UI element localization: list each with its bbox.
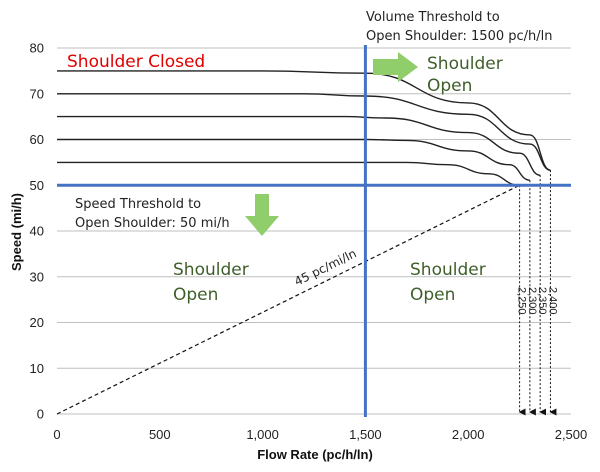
x-tick-label: 1,500: [349, 427, 382, 442]
y-tick-label: 80: [30, 41, 44, 56]
annotations: Volume Threshold to Open Shoulder: 1500 p…: [67, 10, 553, 305]
shoulder-open-left: Shoulder Open: [173, 260, 249, 305]
capacity-label: 2,250: [516, 287, 528, 315]
speed-flow-curve: [57, 93, 551, 171]
right-arrow-icon: [373, 52, 418, 82]
gridlines: [57, 47, 571, 415]
shoulder-open-bottom-right: Shoulder Open: [410, 260, 486, 305]
y-tick-label: 60: [30, 132, 44, 147]
y-tick-label: 30: [30, 269, 44, 284]
density-line: [56, 184, 520, 415]
x-tick-label: 1,000: [246, 427, 279, 442]
x-tick-label: 500: [149, 427, 171, 442]
down-arrow-icon: [245, 194, 279, 236]
shoulder-open-top-right: Shoulder Open: [427, 54, 503, 96]
speed-threshold-note: Speed Threshold to Open Shoulder: 50 mi/h: [75, 197, 230, 231]
density-line-label: 45 pc/mi/ln: [292, 246, 359, 288]
capacity-label: 2,350: [536, 287, 548, 315]
y-axis-title: Speed (mi/h): [9, 193, 24, 271]
x-tick-labels: 0 500 1,000 1,500 2,000 2,500: [53, 427, 587, 442]
y-tick-label: 50: [30, 178, 44, 193]
x-axis-title: Flow Rate (pc/h/ln): [257, 447, 373, 462]
speed-flow-curves: [56, 70, 551, 186]
y-tick-label: 10: [30, 361, 44, 376]
volume-threshold-note: Volume Threshold to Open Shoulder: 1500 p…: [366, 10, 553, 44]
x-tick-label: 2,500: [555, 427, 588, 442]
y-tick-label: 40: [30, 224, 44, 239]
x-tick-label: 2,000: [452, 427, 485, 442]
speed-flow-curve: [57, 138, 531, 181]
shoulder-arrows: [245, 52, 418, 236]
speed-flow-curve: [56, 161, 520, 186]
x-tick-label: 0: [53, 427, 60, 442]
y-tick-label: 20: [30, 315, 44, 330]
shoulder-closed-label: Shoulder Closed: [67, 52, 205, 72]
y-tick-labels: 0 10 20 30 40 50 60 70 80: [30, 41, 44, 422]
threshold-lines: [57, 45, 571, 417]
capacity-label: 2,300: [526, 287, 538, 315]
speed-flow-curve: [56, 115, 541, 176]
capacity-label: 2,400: [546, 287, 558, 315]
speed-flow-curve: [57, 70, 551, 171]
y-tick-label: 70: [30, 86, 44, 101]
y-tick-label: 0: [37, 407, 44, 422]
